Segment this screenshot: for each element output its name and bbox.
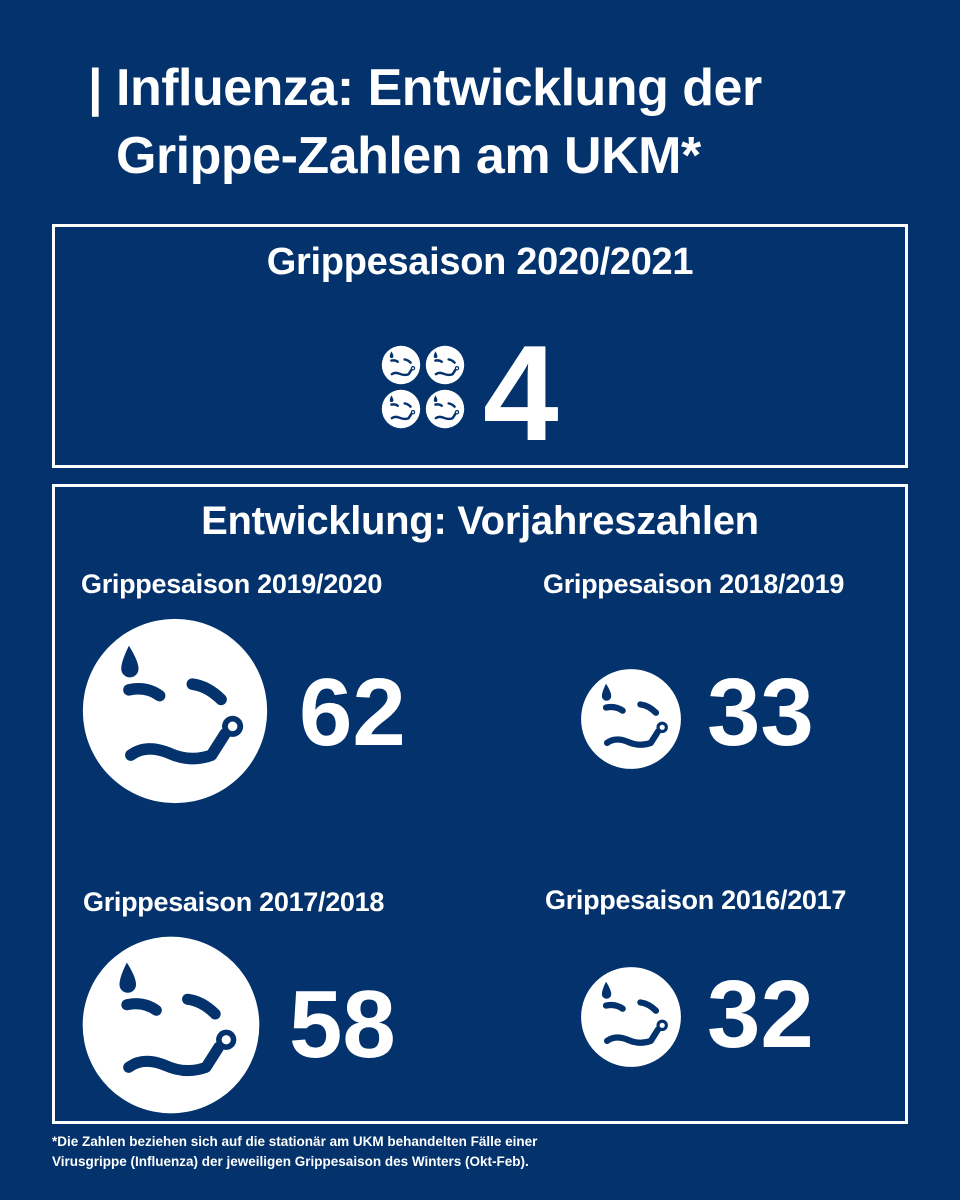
footnote-line-1: *Die Zahlen beziehen sich auf die statio… <box>52 1134 538 1149</box>
sick-face-icon <box>381 345 421 385</box>
season-count-2019-2020: 62 <box>299 659 406 766</box>
season-label-2017-2018: Grippesaison 2017/2018 <box>83 887 385 917</box>
sick-face-icon <box>425 389 465 429</box>
sick-face-icon <box>579 965 683 1069</box>
season-label-2018-2019: Grippesaison 2018/2019 <box>543 569 845 599</box>
season-count-2018-2019: 33 <box>707 659 814 766</box>
footnote-line-2: Virusgrippe (Influenza) der jeweiligen G… <box>52 1154 529 1169</box>
title-line-2: Grippe-Zahlen am UKM* <box>116 127 701 185</box>
title-line-1: | Influenza: Entwicklung der <box>88 59 762 117</box>
season-label-2016-2017: Grippesaison 2016/2017 <box>545 885 847 915</box>
sick-face-icon <box>579 667 683 771</box>
sick-face-icon <box>381 389 421 429</box>
previous-seasons-heading: Entwicklung: Vorjahreszahlen <box>201 499 759 543</box>
previous-seasons-panel: Entwicklung: Vorjahreszahlen Grippesaiso… <box>52 484 908 1124</box>
season-label-2019-2020: Grippesaison 2019/2020 <box>81 569 383 599</box>
page-title: | Influenza: Entwicklung der Grippe-Zahl… <box>88 54 908 190</box>
sick-faces-group <box>381 345 465 429</box>
current-season-heading: Grippesaison 2020/2021 <box>266 241 694 283</box>
sick-face-icon <box>79 933 263 1117</box>
sick-face-icon <box>425 345 465 385</box>
current-season-count: 4 <box>483 317 559 469</box>
season-count-2016-2017: 32 <box>707 961 814 1068</box>
footnote: *Die Zahlen beziehen sich auf die statio… <box>52 1132 672 1172</box>
season-count-2017-2018: 58 <box>289 971 396 1078</box>
current-season-panel: Grippesaison 2020/2021 4 <box>52 224 908 468</box>
sick-face-icon <box>79 615 271 807</box>
